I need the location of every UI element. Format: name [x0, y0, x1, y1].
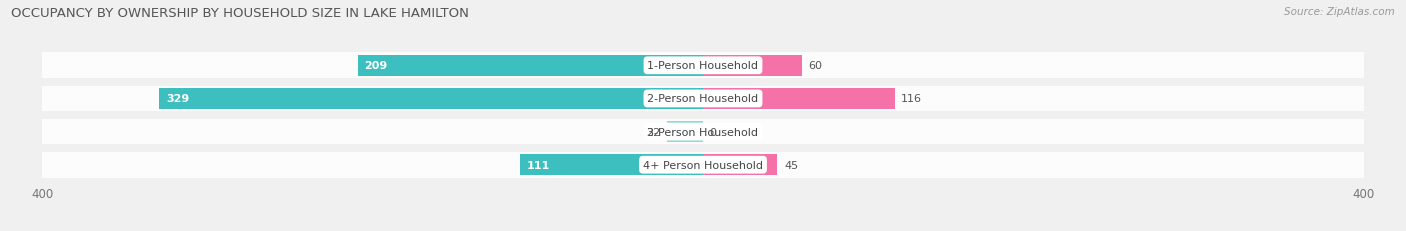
Text: Source: ZipAtlas.com: Source: ZipAtlas.com — [1284, 7, 1395, 17]
Bar — [357, 56, 703, 76]
Text: 4+ Person Household: 4+ Person Household — [643, 160, 763, 170]
Bar — [42, 119, 1364, 145]
Text: 22: 22 — [645, 127, 659, 137]
Bar — [159, 89, 703, 109]
Text: 116: 116 — [901, 94, 922, 104]
Text: 2-Person Household: 2-Person Household — [647, 94, 759, 104]
Text: 45: 45 — [785, 160, 799, 170]
Text: 3-Person Household: 3-Person Household — [648, 127, 758, 137]
Bar — [520, 155, 703, 175]
Text: 209: 209 — [364, 61, 388, 71]
Bar — [666, 122, 703, 142]
Bar — [703, 155, 778, 175]
Bar — [42, 86, 1364, 112]
Bar — [42, 53, 1364, 79]
Text: 111: 111 — [526, 160, 550, 170]
Bar — [42, 152, 1364, 178]
Text: OCCUPANCY BY OWNERSHIP BY HOUSEHOLD SIZE IN LAKE HAMILTON: OCCUPANCY BY OWNERSHIP BY HOUSEHOLD SIZE… — [11, 7, 470, 20]
Legend: Owner-occupied, Renter-occupied: Owner-occupied, Renter-occupied — [575, 229, 831, 231]
Text: 0: 0 — [710, 127, 717, 137]
Text: 329: 329 — [166, 94, 190, 104]
Text: 60: 60 — [808, 61, 823, 71]
Bar — [703, 89, 894, 109]
Text: 1-Person Household: 1-Person Household — [648, 61, 758, 71]
Bar — [703, 56, 801, 76]
